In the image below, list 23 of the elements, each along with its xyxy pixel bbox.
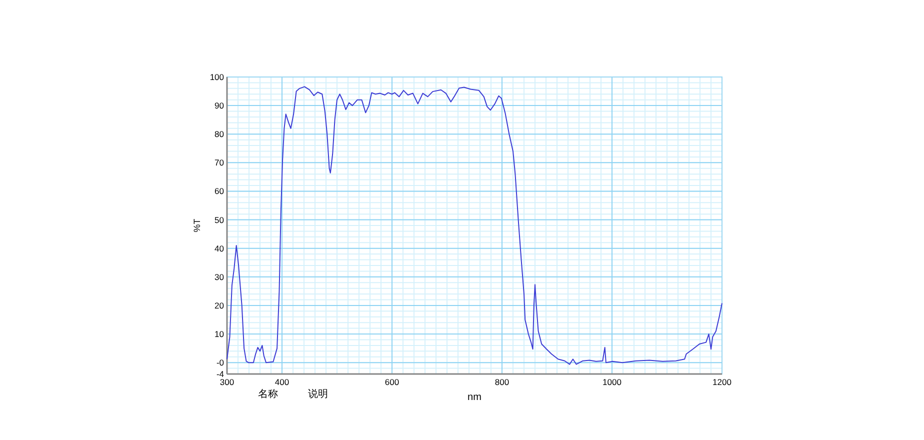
- y-tick-label: 30: [214, 272, 224, 282]
- y-tick-label: 50: [214, 214, 224, 225]
- x-axis-title: nm: [468, 392, 482, 403]
- text: 说明: [308, 388, 328, 400]
- y-axis-title: %T: [192, 218, 202, 232]
- text: 名称: [258, 388, 278, 400]
- y-tick-label: 60: [214, 186, 224, 196]
- y-tick-label: 10: [214, 329, 224, 340]
- x-tick-label: 300: [220, 377, 234, 387]
- y-tick-label: 90: [214, 100, 224, 111]
- x-tick-label: 1000: [602, 377, 622, 387]
- x-tick-label: 800: [494, 377, 510, 387]
- x-tick-label: 1200: [712, 377, 732, 387]
- y-tick-label: 70: [214, 158, 224, 168]
- y-tick-label: -0: [216, 358, 224, 368]
- x-tick-label: 600: [384, 377, 400, 387]
- x-tick-label: 400: [274, 377, 290, 387]
- line-series: [226, 86, 722, 365]
- y-tick-label: 40: [214, 243, 224, 254]
- y-tick-label: -4: [216, 369, 224, 379]
- y-tick-label: 20: [214, 300, 224, 310]
- y-tick-label: 80: [214, 129, 224, 140]
- y-tick-label: 100: [210, 72, 224, 82]
